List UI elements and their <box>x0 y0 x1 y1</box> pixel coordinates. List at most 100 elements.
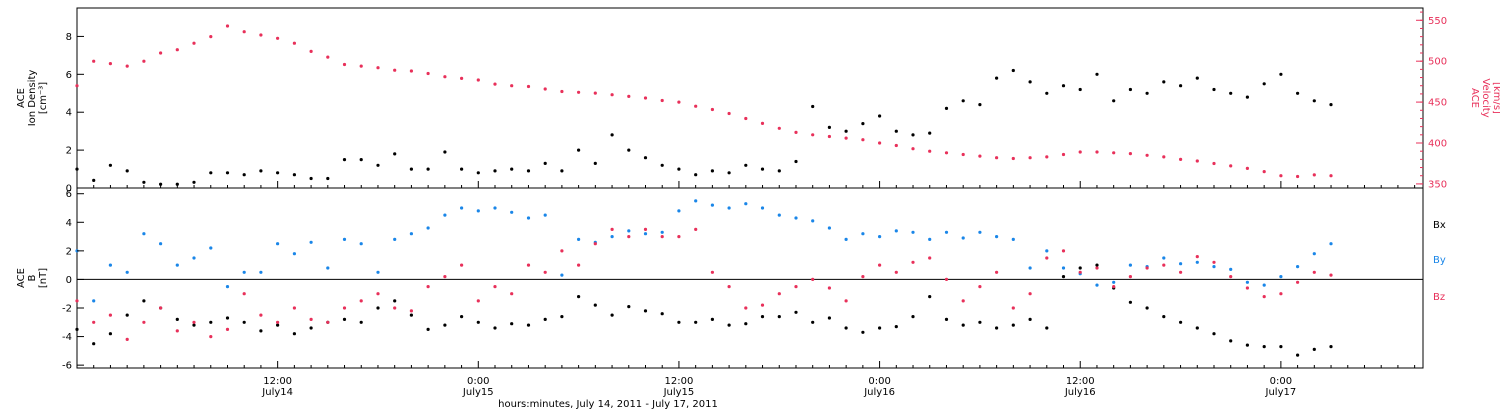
velocity-point <box>92 59 96 63</box>
bz-point <box>510 292 514 296</box>
bz-point <box>1162 263 1166 267</box>
by-point <box>476 209 480 213</box>
bx-point <box>1296 353 1300 357</box>
bx-point <box>476 320 480 324</box>
bx-point <box>376 306 380 310</box>
by-point <box>159 242 163 246</box>
density-point <box>577 148 581 152</box>
by-point <box>125 270 129 274</box>
density-point <box>1112 99 1116 103</box>
bz-point <box>1279 292 1283 296</box>
bx-point <box>426 327 430 331</box>
bz-point <box>593 242 597 246</box>
density-point <box>1078 87 1082 92</box>
legend-bz: Bz <box>1433 292 1445 303</box>
bz-point <box>1212 260 1216 264</box>
bz-point <box>242 292 246 296</box>
by-point <box>1212 265 1216 269</box>
bz-point <box>1312 270 1316 274</box>
density-axis-tick-label: 8 <box>66 32 72 43</box>
by-point <box>1312 252 1316 256</box>
velocity-point <box>677 100 681 104</box>
by-point <box>242 270 246 274</box>
velocity-point <box>510 84 514 88</box>
density-point <box>393 152 397 156</box>
bx-point <box>894 325 898 329</box>
density-point <box>844 129 848 133</box>
by-point <box>610 235 614 239</box>
field-axis-tick-label: -6 <box>62 361 72 372</box>
bx-point <box>526 323 531 327</box>
bx-point <box>259 329 263 333</box>
density-point <box>376 163 380 167</box>
velocity-point <box>760 121 765 125</box>
by-point <box>660 230 664 234</box>
velocity-point <box>710 107 715 112</box>
top-panel-frame <box>76 7 1424 189</box>
velocity-point <box>827 134 832 139</box>
bz-point <box>376 292 380 296</box>
density-axis-tick-label: 4 <box>66 108 72 119</box>
by-point <box>326 266 330 270</box>
bottom-panel-frame <box>76 187 1424 369</box>
by-point <box>727 206 731 210</box>
bx-point <box>961 323 965 327</box>
bx-point <box>125 313 129 317</box>
by-point <box>560 273 564 277</box>
density-point <box>710 169 715 173</box>
velocity-point <box>142 59 146 63</box>
bz-point <box>1245 286 1249 290</box>
bx-point <box>1011 323 1015 327</box>
by-point <box>142 232 146 236</box>
by-point <box>192 256 196 260</box>
by-point <box>225 285 230 289</box>
legend-by: By <box>1433 255 1446 266</box>
by-point <box>827 226 832 230</box>
by-point <box>643 232 648 236</box>
by-point <box>677 209 681 213</box>
bx-point <box>610 313 614 317</box>
bz-point <box>694 227 698 231</box>
bx-point <box>844 326 848 330</box>
bx-point <box>1312 347 1316 351</box>
bx-point <box>627 305 631 309</box>
density-point <box>627 148 631 152</box>
velocity-point <box>1229 164 1233 168</box>
by-point <box>526 216 531 220</box>
bz-point <box>760 303 765 307</box>
by-point <box>108 263 112 267</box>
bz-point <box>861 275 865 279</box>
bx-point <box>560 315 564 319</box>
bz-point <box>493 285 497 289</box>
velocity-point <box>1011 156 1015 161</box>
bx-point <box>878 326 882 330</box>
velocity-point <box>694 104 698 108</box>
bz-point <box>543 270 547 274</box>
velocity-point <box>393 68 397 72</box>
by-point <box>1128 263 1132 267</box>
by-point <box>844 237 848 241</box>
by-point <box>944 230 949 234</box>
density-point <box>92 178 96 182</box>
velocity-point <box>342 62 347 67</box>
velocity-point <box>978 154 982 158</box>
density-point <box>694 173 698 177</box>
by-point <box>1045 249 1049 253</box>
by-point <box>861 232 865 236</box>
bx-point <box>995 326 999 330</box>
by-point <box>393 237 397 241</box>
velocity-point <box>192 41 196 45</box>
velocity-point <box>476 78 480 82</box>
bx-point <box>794 310 798 314</box>
x-axis-title: hours:minutes, July 14, 2011 - July 17, … <box>498 399 718 410</box>
density-point <box>995 76 999 80</box>
density-point <box>1162 80 1166 84</box>
density-point <box>643 156 648 160</box>
axes: 02468-6-4-2024635040045050055012:00July1… <box>62 11 1447 398</box>
bz-point <box>944 277 949 281</box>
by-point <box>961 236 965 240</box>
velocity-axis-tick-label: 350 <box>1428 179 1447 190</box>
velocity-point <box>794 130 798 134</box>
bx-point <box>1229 339 1233 343</box>
